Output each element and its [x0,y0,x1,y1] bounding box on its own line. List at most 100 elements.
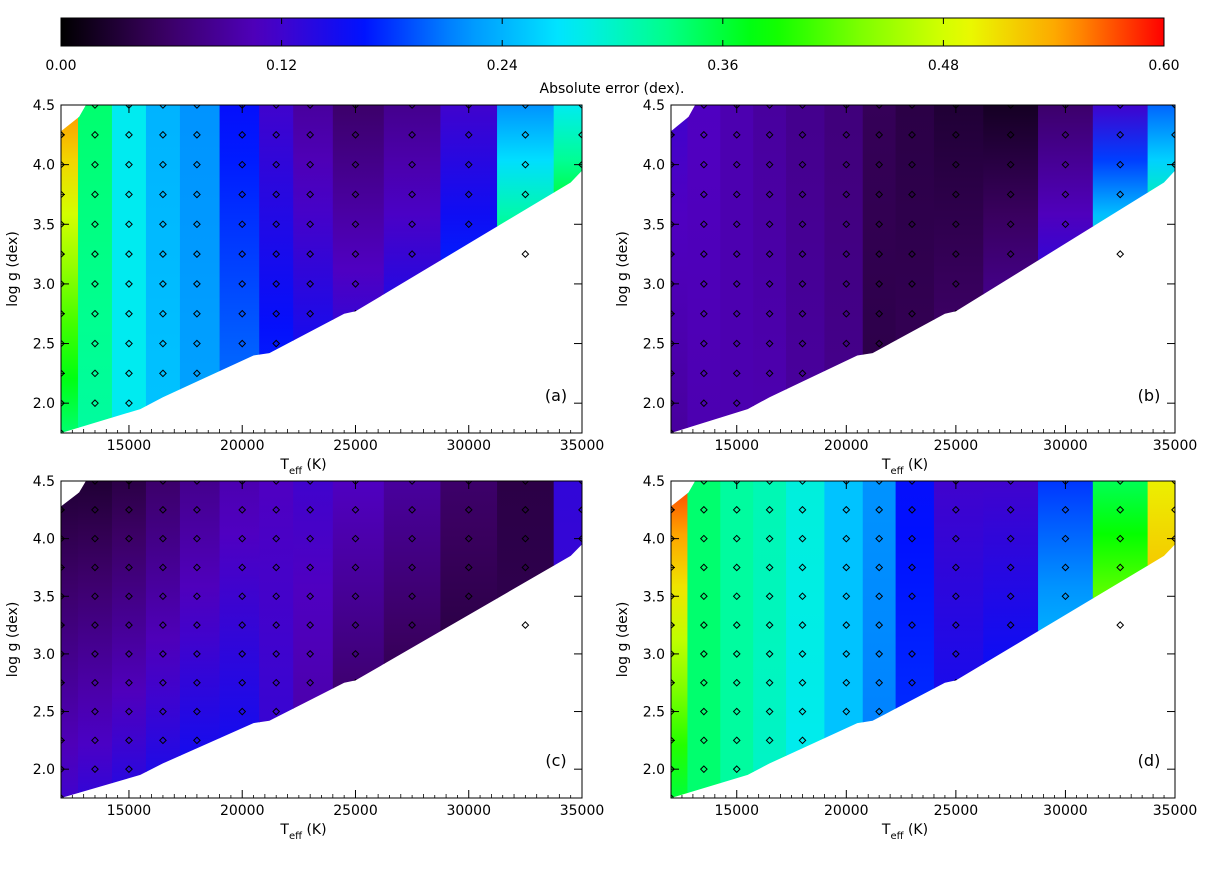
heatmap-cell [753,105,787,433]
heatmap-cell [687,105,722,433]
heatmap-cell [111,481,147,798]
grid-point-marker [1006,399,1015,408]
grid-point-marker [464,678,473,687]
grid-point-marker [732,130,741,139]
grid-point-marker [61,160,65,169]
grid-point-marker [521,621,530,629]
grid-point-marker [159,650,167,658]
grid-point-marker [1116,563,1125,572]
grid-point-marker [351,563,360,572]
grid-point-marker [798,621,807,629]
grid-point-marker [464,399,473,408]
grid-point-marker [1006,105,1015,109]
grid-point-marker [699,707,708,716]
y-tick-label: 2.0 [643,396,665,412]
grid-point-marker [351,130,360,139]
grid-point-marker [351,736,360,745]
grid-point-marker [699,220,708,229]
grid-point-marker [408,505,417,514]
grid-point-marker [1171,534,1175,543]
grid-point-marker [699,130,708,139]
grid-point-marker [306,280,315,288]
y-tick-label: 2.5 [643,705,665,721]
grid-point-marker [798,534,807,543]
heatmap-cell [293,481,334,798]
grid-point-marker [671,399,675,408]
grid-point-marker [765,481,774,485]
x-tick-label: 30000 [446,438,491,454]
grid-point-marker [351,399,360,408]
grid-point-marker [408,250,417,258]
grid-point-marker [671,220,675,229]
grid-point-marker [1006,707,1015,716]
grid-point-marker [671,707,675,716]
grid-point-marker [1116,220,1125,229]
grid-point-marker [272,505,281,514]
grid-point-marker [798,399,807,408]
heatmap-cell [383,105,442,433]
grid-point-marker [521,736,530,745]
grid-point-marker [306,481,315,485]
grid-point-marker [125,160,133,169]
grid-point-marker [521,707,530,716]
heatmap-cell [553,105,582,433]
grid-point-marker [842,505,851,514]
grid-point-marker [671,650,675,658]
grid-point-marker [765,678,774,687]
grid-point-marker [1116,130,1125,139]
grid-point-marker [951,399,960,408]
grid-point-marker [671,250,675,258]
grid-point-marker [798,678,807,687]
grid-point-marker [1116,736,1125,745]
panel-d: 15000 20000 25000 30000 35000 2.0 2.5 3.0 3.5 4.0… [615,474,1197,842]
grid-point-marker [1061,190,1070,199]
x-tick-label: 15000 [107,438,152,454]
grid-point-marker [464,130,473,139]
grid-point-marker [798,130,807,139]
grid-point-marker [951,563,960,572]
grid-point-marker [272,534,281,543]
grid-point-marker [798,481,807,485]
grid-point-marker [193,678,201,687]
grid-point-marker [765,309,774,318]
grid-point-marker [1116,160,1125,169]
grid-point-marker [908,678,916,687]
grid-point-marker [61,280,65,288]
grid-point-marker [159,621,167,629]
grid-point-marker [125,621,133,629]
grid-point-marker [272,309,281,318]
heatmap-cell [145,481,181,798]
grid-point-marker [125,563,133,572]
grid-point-marker [1116,592,1125,601]
y-axis-label: log g (dex) [5,231,21,307]
grid-point-marker [91,563,99,572]
grid-point-marker [272,105,281,109]
grid-point-marker [193,220,201,229]
x-axis-label-sub: eff [289,831,303,842]
y-tick-label: 2.5 [33,705,55,721]
grid-point-marker [408,650,417,658]
grid-point-marker [306,765,315,774]
grid-point-marker [272,280,281,288]
grid-point-marker [1061,621,1070,629]
x-tick-label: 20000 [220,438,265,454]
grid-point-marker [842,369,851,378]
grid-point-marker [908,650,916,658]
heatmap [671,105,1175,433]
grid-point-marker [875,250,884,258]
colorbar: 0.00 0.12 0.24 0.36 0.48 0.60 Absolute error … [45,17,1180,97]
grid-point-marker [1006,650,1015,658]
y-tick-label: 4.0 [643,158,665,174]
grid-point-marker [798,736,807,745]
grid-point-marker [61,190,65,199]
grid-point-marker [61,369,65,378]
grid-point-marker [732,563,741,572]
grid-point-marker [951,650,960,658]
grid-point-marker [671,190,675,199]
grid-point-marker [306,190,315,199]
grid-point-marker [306,309,315,318]
grid-point-marker [351,765,360,774]
grid-point-marker [671,339,675,348]
grid-point-marker [351,650,360,658]
heatmap-cell [293,105,334,433]
